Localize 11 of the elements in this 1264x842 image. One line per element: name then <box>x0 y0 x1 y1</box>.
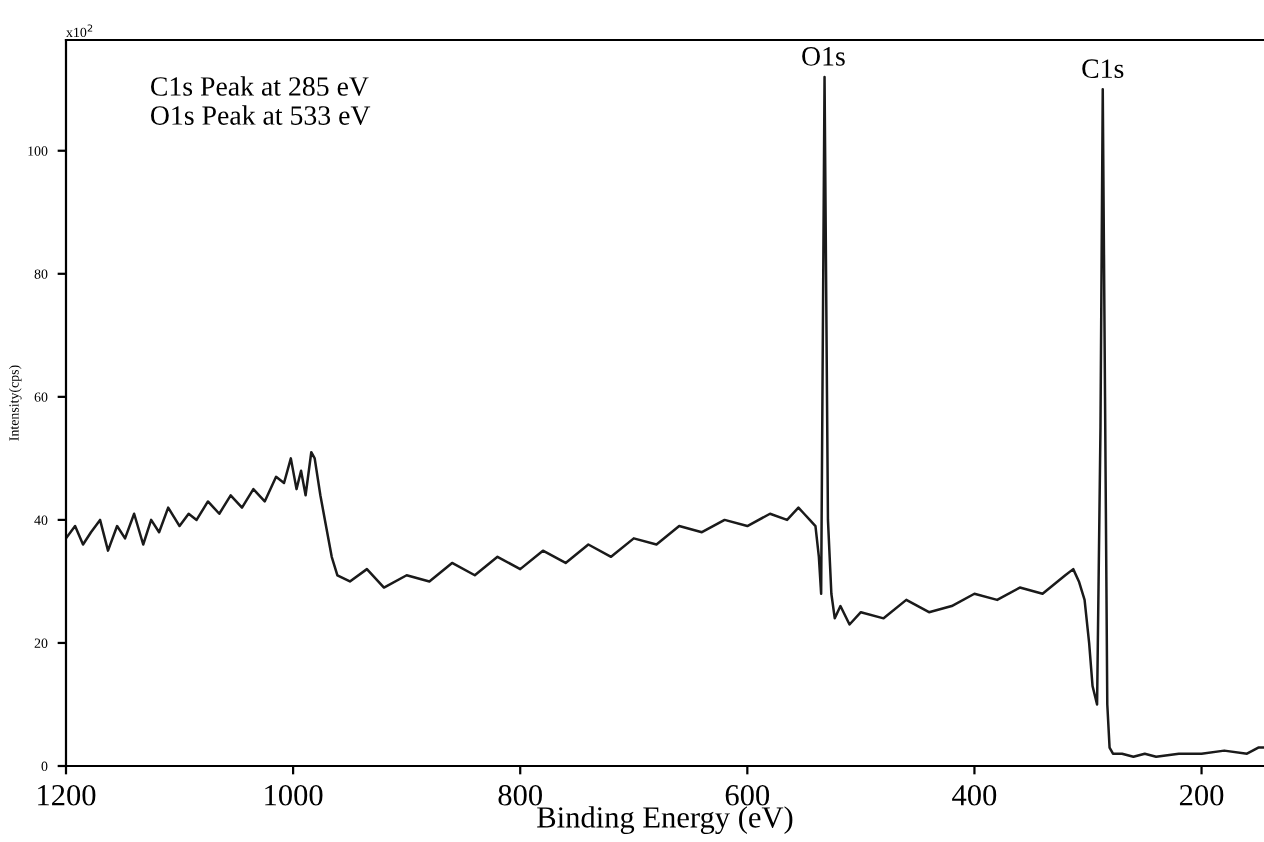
x-tick-label: 600 <box>725 784 770 806</box>
x-tick-label: 400 <box>952 784 997 806</box>
line-series <box>66 75 1264 759</box>
x-tick-label: 1000 <box>265 784 323 806</box>
x-tick-label: 800 <box>498 784 542 806</box>
annotation: C1s <box>1082 59 1124 79</box>
x-axis-title: Binding Energy (eV) <box>537 806 793 835</box>
x-tick-label: 1200 <box>38 784 96 806</box>
x-tick-label: 200 <box>1179 784 1224 806</box>
annotation: O1s <box>802 47 845 66</box>
annotation: C1s Peak at 285 eV O1s Peak at 533 eV <box>151 76 371 126</box>
